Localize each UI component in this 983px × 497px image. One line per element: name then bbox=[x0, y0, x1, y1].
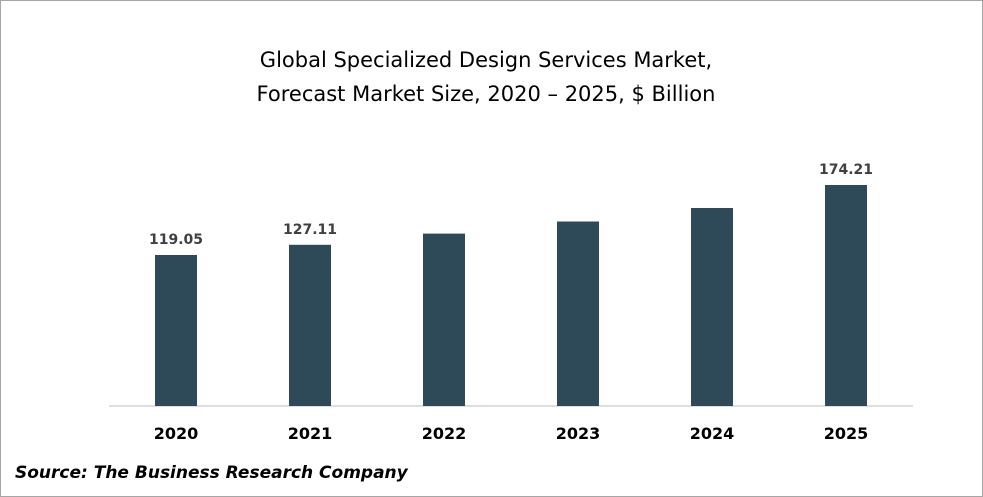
bar-2025 bbox=[825, 185, 867, 406]
x-tick-label-2025: 2025 bbox=[824, 424, 869, 443]
data-label-2025: 174.21 bbox=[819, 162, 873, 178]
chart-title: Global Specialized Design Services Marke… bbox=[1, 43, 971, 111]
chart-title-line-2: Forecast Market Size, 2020 – 2025, $ Bil… bbox=[256, 82, 716, 106]
bar-2022 bbox=[423, 233, 465, 406]
chart-title-line-1: Global Specialized Design Services Marke… bbox=[259, 48, 713, 72]
bar-2023 bbox=[557, 221, 599, 406]
bar-2021 bbox=[289, 244, 331, 406]
x-tick-label-2023: 2023 bbox=[556, 424, 601, 443]
x-tick-label-2020: 2020 bbox=[154, 424, 199, 443]
x-tick-label-2022: 2022 bbox=[422, 424, 467, 443]
x-tick-label-2021: 2021 bbox=[288, 424, 333, 443]
data-label-2020: 119.05 bbox=[149, 232, 203, 248]
source-note: Source: The Business Research Company bbox=[15, 463, 408, 483]
bar-2024 bbox=[691, 208, 733, 406]
x-tick-label-2024: 2024 bbox=[690, 424, 735, 443]
data-label-2021: 127.11 bbox=[283, 222, 337, 238]
bar-2020 bbox=[155, 255, 197, 406]
